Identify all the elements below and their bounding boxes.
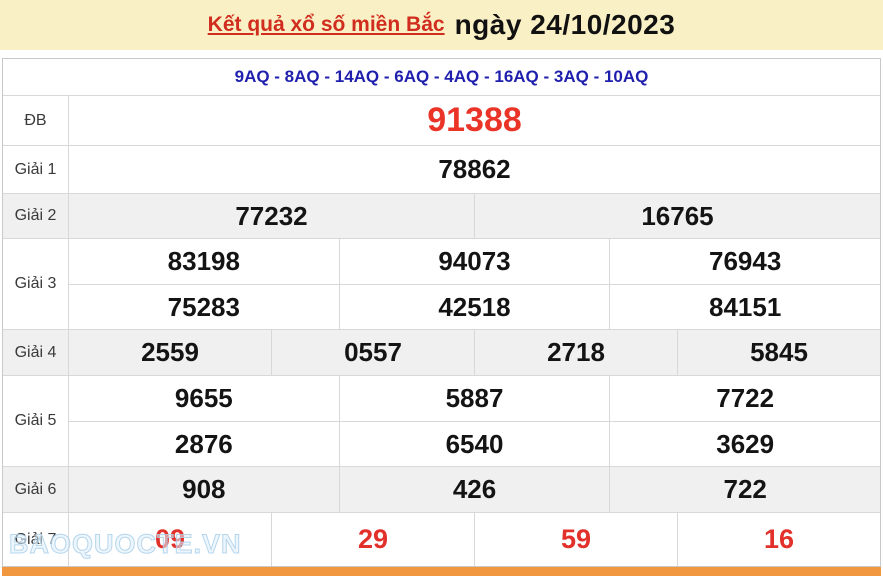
- codes-row: 9AQ - 8AQ - 14AQ - 6AQ - 4AQ - 16AQ - 3A…: [3, 59, 880, 96]
- prize-line: 09 29 59 16: [69, 513, 880, 566]
- prize-row-label: Giải 1: [3, 146, 69, 193]
- prize-line: 78862: [69, 146, 880, 193]
- prize-value-cell: 3629: [609, 422, 880, 466]
- results-table: 9AQ - 8AQ - 14AQ - 6AQ - 4AQ - 16AQ - 3A…: [2, 58, 881, 567]
- prize-value-cell: 0557: [271, 330, 474, 375]
- prize-value-cell: 77232: [235, 200, 308, 231]
- prize-value-cell: 16765: [474, 194, 880, 238]
- prize-row-label: Giải 5: [3, 376, 69, 466]
- prize-row-label: Giải 4: [3, 330, 69, 375]
- prize-value-cell: 5845: [677, 330, 880, 375]
- prize-line: 91388: [69, 96, 880, 145]
- prize-value-cell: 5887: [338, 376, 610, 421]
- prize-value-cell: 84151: [609, 285, 880, 329]
- prize-value-cell: 2559: [141, 337, 199, 367]
- prize-value-cell: 16: [677, 513, 880, 566]
- prize-value-cell: 722: [609, 467, 880, 512]
- prize-value-cell: 9655: [174, 383, 233, 413]
- prize-value-cell: 2718: [474, 330, 677, 375]
- prize-value-cell: 7722: [609, 376, 880, 421]
- prize-row-lines: 78862: [69, 146, 880, 193]
- prize-value-cell: 78862: [438, 154, 511, 184]
- prize-row-label: Giải 6: [3, 467, 69, 512]
- prize-line: 908 426 722: [69, 467, 880, 512]
- prize-value-cell: 908: [182, 474, 226, 504]
- prize-line: 9655 5887 7722: [69, 376, 880, 421]
- prize-line: 75283 42518 84151: [69, 284, 880, 329]
- prize-row-lines: 9655 5887 7722 2876 6540 3629: [69, 376, 880, 466]
- footer-orange-bar: [2, 567, 881, 576]
- prize-value-cell: 09: [154, 524, 186, 554]
- prize-row-db: ĐB 91388: [3, 96, 880, 146]
- prize-row-label: ĐB: [3, 96, 69, 145]
- prize-value-cell: 29: [271, 513, 474, 566]
- prize-row-lines: 77232 16765: [69, 194, 880, 238]
- prize-value-cell: 59: [474, 513, 677, 566]
- prize-line: 2559 0557 2718 5845: [69, 330, 880, 375]
- prize-row-lines: 2559 0557 2718 5845: [69, 330, 880, 375]
- result-title-link[interactable]: Kết quả xổ số miền Bắc: [207, 13, 445, 36]
- prize-row-label: Giải 3: [3, 239, 69, 329]
- results-rows: ĐB 91388 Giải 1 78862 Giải 2 77232 16765 Giải 3…: [3, 96, 880, 566]
- prize-value-cell: 6540: [338, 422, 610, 466]
- prize-row-g3: Giải 3 83198 94073 76943 75283 42518 84151: [3, 239, 880, 330]
- prize-line: 83198 94073 76943: [69, 239, 880, 284]
- prize-row-g6: Giải 6 908 426 722: [3, 467, 880, 513]
- result-date: ngày 24/10/2023: [454, 9, 676, 40]
- prize-row-lines: 09 29 59 16: [69, 513, 880, 566]
- prize-row-g4: Giải 4 2559 0557 2718 5845: [3, 330, 880, 376]
- prize-row-label: Giải 7: [3, 513, 69, 566]
- prize-row-lines: 908 426 722: [69, 467, 880, 512]
- prize-value-cell: 2876: [174, 428, 233, 459]
- page-header: Kết quả xổ số miền Bắc ngày 24/10/2023: [0, 0, 883, 50]
- prize-value-cell: 76943: [609, 239, 880, 284]
- prize-row-g5: Giải 5 9655 5887 7722 2876 6540 3629: [3, 376, 880, 467]
- prize-line: 2876 6540 3629: [69, 421, 880, 466]
- prize-value-cell: 75283: [167, 291, 240, 322]
- prize-value-cell: 42518: [338, 285, 610, 329]
- prize-value-cell: 426: [338, 467, 610, 512]
- prize-row-lines: 83198 94073 76943 75283 42518 84151: [69, 239, 880, 329]
- prize-row-g7: Giải 7 09 29 59 16: [3, 513, 880, 566]
- prize-line: 77232 16765: [69, 194, 880, 238]
- prize-value-cell: 94073: [338, 239, 610, 284]
- prize-value-cell: 83198: [167, 246, 240, 276]
- prize-value-cell: 91388: [427, 101, 522, 139]
- prize-row-g1: Giải 1 78862: [3, 146, 880, 194]
- prize-row-lines: 91388: [69, 96, 880, 145]
- prize-row-g2: Giải 2 77232 16765: [3, 194, 880, 239]
- prize-row-label: Giải 2: [3, 194, 69, 238]
